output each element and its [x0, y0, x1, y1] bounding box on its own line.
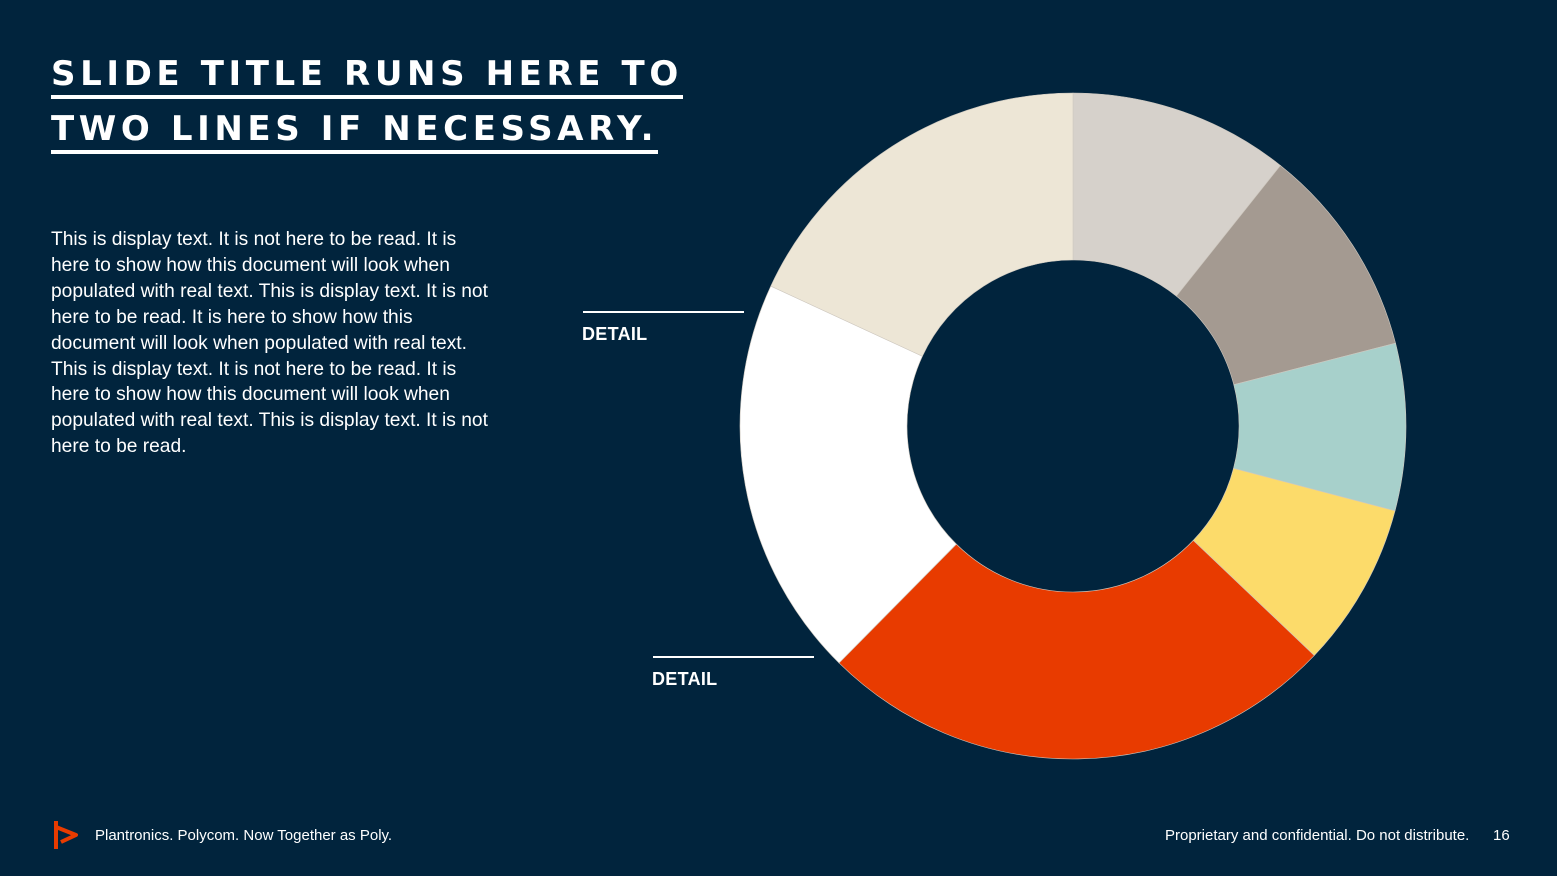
body-text: This is display text. It is not here to … [51, 229, 488, 458]
slide-title-line-2: TWO LINES IF NECESSARY. [51, 110, 659, 154]
donut-slice-6 [739, 285, 957, 664]
detail-label-2: DETAIL [652, 669, 718, 689]
poly-logo-icon [54, 821, 78, 849]
footer-tagline: Plantronics. Polycom. Now Together as Po… [95, 827, 393, 844]
detail-leader-line-1 [583, 311, 744, 313]
slide-title-line-1: SLIDE TITLE RUNS HERE TO [51, 55, 683, 99]
detail-leader-line-2 [653, 656, 814, 658]
page-number: 16 [1493, 827, 1510, 844]
footer-confidential: Proprietary and confidential. Do not dis… [1165, 827, 1470, 844]
detail-label-1: DETAIL [582, 324, 648, 344]
donut-slice-7 [770, 92, 1074, 357]
donut-slice-5 [838, 539, 1315, 760]
slide-title: SLIDE TITLE RUNS HERE TO TWO LINES IF NE… [51, 47, 683, 157]
